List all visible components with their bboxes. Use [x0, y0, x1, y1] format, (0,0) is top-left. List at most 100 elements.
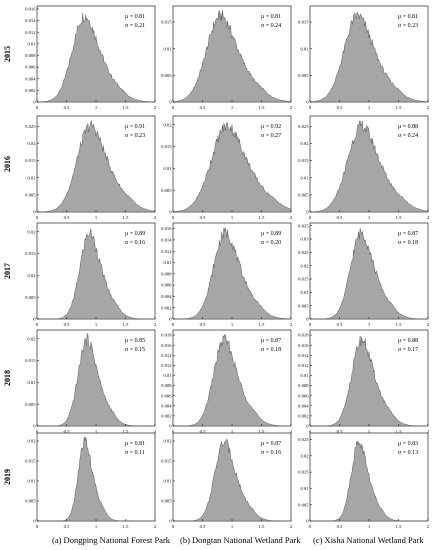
x-tick-label: 1.5	[123, 524, 129, 529]
x-tick-label: 2	[154, 215, 157, 220]
y-tick-label: 0.015	[298, 20, 309, 25]
x-tick-label: 1.5	[396, 105, 402, 110]
sigma-annotation: σ = 0.17	[398, 347, 418, 353]
y-tick-label: 0.008	[298, 383, 309, 388]
y-tick-label: 0.005	[298, 192, 309, 197]
histogram-area	[37, 436, 155, 522]
panel-2019-xisha: 0 0.5 1 1.5 2 0 0.005 0.01 0.015 0.02 0.025 μ = 0.8…	[298, 432, 430, 529]
caption-xisha: (c) Xisha National Wetland Park	[313, 535, 424, 545]
y-tick-label: 0	[306, 210, 309, 215]
x-tick-label: 1	[231, 429, 234, 434]
mu-annotation: μ = 0.91	[125, 124, 145, 130]
y-tick-label: 0.004	[161, 294, 172, 299]
y-tick-label: 0.006	[161, 283, 172, 288]
x-tick-label: 0.5	[200, 429, 206, 434]
x-tick-label: 0.5	[64, 524, 70, 529]
x-tick-label: 0	[36, 524, 39, 529]
sigma-annotation: σ = 0.23	[398, 23, 418, 29]
y-tick-label: 0.015	[25, 251, 36, 256]
mu-annotation: μ = 0.92	[261, 124, 281, 130]
y-tick-label: 0.025	[298, 250, 309, 255]
y-tick-label: 0.008	[161, 383, 172, 388]
mu-annotation: μ = 0.88	[398, 338, 418, 344]
y-tick-label: 0.018	[161, 333, 172, 338]
mu-annotation: μ = 0.89	[125, 231, 145, 237]
sigma-annotation: σ = 0.24	[261, 23, 281, 29]
x-tick-label: 0	[309, 524, 312, 529]
sigma-annotation: σ = 0.16	[261, 450, 281, 456]
y-tick-label: 0	[169, 210, 172, 215]
y-tick-label: 0.005	[25, 295, 36, 300]
y-tick-label: 0.01	[163, 166, 172, 171]
panel-2016-dongping: 0 0.5 1 1.5 2 0 0.005 0.01 0.015 0.02 0.025 μ = 0.9…	[25, 115, 157, 220]
y-tick-label: 0.01	[300, 290, 309, 295]
y-tick-label: 0.014	[161, 238, 172, 243]
x-tick-label: 2	[154, 524, 157, 529]
panel-2019-dongtan: 0 0.5 1 1.5 2 0 0.005 0.01 0.015 0.02 μ = 0.87 σ = …	[161, 432, 293, 529]
y-tick-label: 0.005	[161, 499, 172, 504]
x-tick-label: 1	[95, 215, 98, 220]
y-tick-label: 0.008	[161, 271, 172, 276]
x-tick-label: 1.5	[259, 322, 265, 327]
y-tick-label: 0.01	[163, 46, 172, 51]
x-tick-label: 2	[290, 215, 293, 220]
panel-2017-dongtan: 0 0.5 1 1.5 2 0 0.002 0.004 0.006 0.008 0.01 0.012 0…	[161, 222, 293, 327]
panel-2019-dongping: 0 0.5 1 1.5 2 0 0.005 0.01 0.015 0.02 μ = 0.81 σ = …	[25, 432, 157, 529]
y-tick-label: 0	[306, 317, 309, 322]
x-tick-label: 0.5	[64, 429, 70, 434]
histogram-area	[173, 438, 291, 522]
y-tick-label: 0.015	[25, 358, 36, 363]
x-tick-label: 2	[427, 322, 430, 327]
y-tick-label: 0.006	[25, 65, 36, 70]
mu-annotation: μ = 0.81	[125, 14, 145, 20]
y-tick-label: 0.01	[27, 479, 36, 484]
y-tick-label: 0.016	[298, 343, 309, 348]
y-tick-label: 0.014	[161, 353, 172, 358]
y-tick-label: 0.006	[161, 393, 172, 398]
x-tick-label: 1	[368, 105, 371, 110]
y-tick-label: 0.01	[27, 273, 36, 278]
panel-2018-dongping: 0 0.5 1 1.5 2 0 0.005 0.01 0.015 0.02 μ = 0.85 σ = …	[25, 329, 157, 434]
y-tick-label: 0.02	[300, 263, 309, 268]
x-tick-label: 1.5	[396, 429, 402, 434]
y-tick-label: 0.012	[161, 249, 172, 254]
y-tick-label: 0.01	[163, 479, 172, 484]
y-tick-label: 0.002	[161, 413, 172, 418]
y-tick-label: 0.005	[25, 402, 36, 407]
x-tick-label: 0.5	[64, 215, 70, 220]
y-tick-label: 0.005	[25, 499, 36, 504]
x-tick-label: 0.5	[64, 105, 70, 110]
histogram-area	[309, 11, 429, 103]
y-tick-label: 0	[33, 210, 36, 215]
x-tick-label: 1.5	[259, 105, 265, 110]
x-tick-label: 0.5	[200, 322, 206, 327]
mu-annotation: μ = 0.83	[398, 441, 418, 447]
y-tick-label: 0.012	[161, 363, 172, 368]
y-tick-label: 0.01	[163, 373, 172, 378]
histogram-area	[36, 120, 156, 213]
histogram-area	[37, 228, 155, 320]
x-tick-label: 0.5	[337, 429, 343, 434]
y-tick-label: 0.015	[298, 277, 309, 282]
y-tick-label: 0.004	[298, 403, 309, 408]
x-tick-label: 2	[290, 322, 293, 327]
y-tick-label: 0.016	[25, 7, 36, 12]
sigma-annotation: σ = 0.15	[125, 347, 145, 353]
mu-annotation: μ = 0.88	[398, 124, 418, 130]
mu-annotation: μ = 0.87	[261, 441, 281, 447]
x-tick-label: 0.5	[200, 105, 206, 110]
y-tick-label: 0.01	[163, 260, 172, 265]
x-tick-label: 0	[309, 215, 312, 220]
y-tick-label: 0.005	[25, 192, 36, 197]
x-tick-label: 2	[290, 524, 293, 529]
x-tick-label: 1	[95, 105, 98, 110]
x-tick-label: 1.5	[259, 215, 265, 220]
y-tick-label: 0.035	[298, 223, 309, 228]
y-tick-label: 0.01	[300, 46, 309, 51]
x-tick-label: 0.5	[337, 524, 343, 529]
y-tick-label: 0.015	[161, 20, 172, 25]
x-tick-label: 1	[231, 105, 234, 110]
y-tick-label: 0.016	[161, 226, 172, 231]
sigma-annotation: σ = 0.18	[398, 240, 418, 246]
